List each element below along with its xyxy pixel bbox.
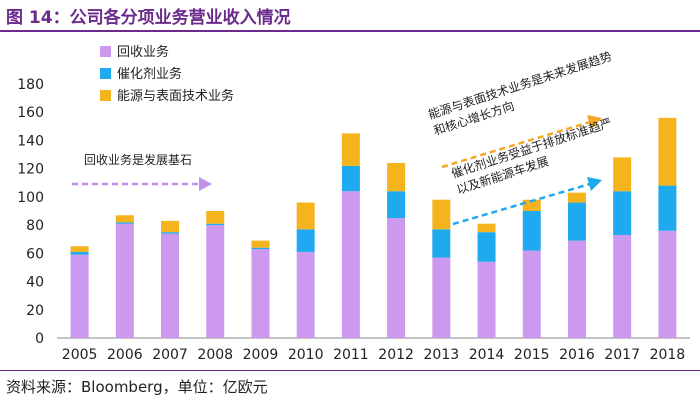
annotation-energy-line1: 能源与表面技术业务是未来发展趋势 — [426, 48, 613, 122]
x-tick-label: 2015 — [514, 347, 550, 363]
annotation-energy-arrow — [441, 120, 591, 169]
legend-label-recycling: 回收业务 — [117, 44, 169, 60]
bar-segment-recycling-2008 — [206, 225, 225, 338]
legend-swatch-energy — [100, 90, 111, 101]
source-divider — [0, 370, 700, 371]
bar-segment-catalyst-2011 — [341, 165, 360, 192]
y-tick-label: 160 — [17, 105, 44, 121]
bar-segment-energy-2015 — [522, 199, 541, 211]
x-tick-label: 2005 — [62, 347, 98, 363]
x-tick-label: 2012 — [378, 347, 414, 363]
x-tick-label: 2008 — [197, 347, 233, 363]
legend-label-energy: 能源与表面技术业务 — [117, 88, 234, 104]
y-tick-label: 80 — [26, 218, 44, 234]
bar-segment-energy-2008 — [206, 211, 225, 224]
x-tick-label: 2009 — [243, 347, 279, 363]
bar-segment-energy-2007 — [161, 220, 180, 233]
bar-segment-energy-2012 — [387, 163, 406, 192]
annotation-energy-arrowhead — [587, 115, 602, 129]
bar-segment-recycling-2009 — [251, 249, 270, 338]
x-tick-label: 2016 — [559, 347, 595, 363]
annotation-recycling-text: 回收业务是发展基石 — [84, 152, 192, 167]
title-divider — [0, 30, 700, 32]
y-tick-label: 20 — [26, 303, 44, 319]
bar-segment-recycling-2015 — [522, 250, 541, 338]
bar-segment-energy-2010 — [296, 202, 315, 230]
y-tick-label: 60 — [26, 246, 44, 262]
bar-segment-energy-2006 — [115, 215, 134, 223]
axes: 0 20 40 60 80 100 120 140 160 180 2005 2006 2007 2008… — [17, 77, 690, 363]
bar-segment-recycling-2007 — [161, 233, 180, 338]
x-tick-label: 2017 — [604, 347, 640, 363]
bar-segment-catalyst-2005 — [70, 251, 89, 255]
stacked-bar-chart: 0 20 40 60 80 100 120 140 160 180 2005 2006 2007 2008… — [17, 44, 690, 363]
y-tick-label: 120 — [17, 162, 44, 178]
bars — [70, 117, 677, 338]
legend-label-catalyst: 催化剂业务 — [117, 66, 182, 82]
legend-swatch-recycling — [100, 46, 111, 57]
x-tick-label: 2010 — [288, 347, 324, 363]
x-tick-label: 2011 — [333, 347, 369, 363]
y-tick-label: 100 — [17, 190, 44, 206]
x-tick-label: 2018 — [650, 347, 686, 363]
bar-segment-recycling-2013 — [432, 257, 451, 338]
bar-segment-energy-2011 — [341, 133, 360, 166]
y-tick-label: 140 — [17, 133, 44, 149]
bar-segment-energy-2005 — [70, 246, 89, 252]
figure-title: 图 14：公司各分项业务营业收入情况 — [6, 8, 291, 28]
bar-segment-catalyst-2009 — [251, 247, 270, 250]
bar-segment-catalyst-2012 — [387, 191, 406, 219]
bar-segment-catalyst-2018 — [658, 185, 677, 231]
bar-segment-energy-2009 — [251, 240, 270, 248]
bar-segment-energy-2018 — [658, 117, 677, 186]
bar-segment-catalyst-2013 — [432, 229, 451, 258]
bar-segment-catalyst-2016 — [567, 202, 586, 241]
y-tick-label: 180 — [17, 77, 44, 93]
bar-segment-energy-2014 — [477, 223, 496, 233]
bar-segment-catalyst-2010 — [296, 229, 315, 252]
y-tick-label: 40 — [26, 275, 44, 291]
bar-segment-recycling-2017 — [613, 234, 632, 338]
x-tick-label: 2007 — [152, 347, 188, 363]
legend-swatch-catalyst — [100, 68, 111, 79]
bar-segment-catalyst-2017 — [613, 191, 632, 235]
source-text: 资料来源：Bloomberg，单位：亿欧元 — [6, 378, 268, 396]
x-tick-label: 2006 — [107, 347, 143, 363]
annotation-catalyst-arrowhead — [587, 177, 602, 191]
y-tick-label: 0 — [35, 331, 44, 347]
annotation-recycling-arrowhead — [199, 177, 212, 191]
bar-segment-catalyst-2006 — [115, 222, 134, 224]
bar-segment-catalyst-2015 — [522, 211, 541, 251]
bar-segment-recycling-2016 — [567, 240, 586, 338]
bar-segment-recycling-2006 — [115, 223, 134, 338]
bar-segment-energy-2013 — [432, 199, 451, 230]
bar-segment-recycling-2005 — [70, 254, 89, 338]
x-tick-label: 2013 — [424, 347, 460, 363]
bar-segment-recycling-2014 — [477, 261, 496, 338]
annotation-catalyst-arrow — [452, 182, 591, 226]
bar-segment-energy-2017 — [613, 157, 632, 192]
x-tick-label: 2014 — [469, 347, 505, 363]
bar-segment-recycling-2018 — [658, 230, 677, 338]
bar-segment-recycling-2010 — [296, 251, 315, 338]
bar-segment-catalyst-2014 — [477, 232, 496, 262]
bar-segment-energy-2016 — [567, 192, 586, 203]
bar-segment-recycling-2012 — [387, 218, 406, 338]
bar-segment-catalyst-2007 — [161, 232, 180, 234]
bar-segment-recycling-2011 — [341, 191, 360, 338]
source-note: 资料来源：Bloomberg，单位：亿欧元 — [6, 376, 268, 397]
bar-segment-catalyst-2008 — [206, 223, 225, 226]
